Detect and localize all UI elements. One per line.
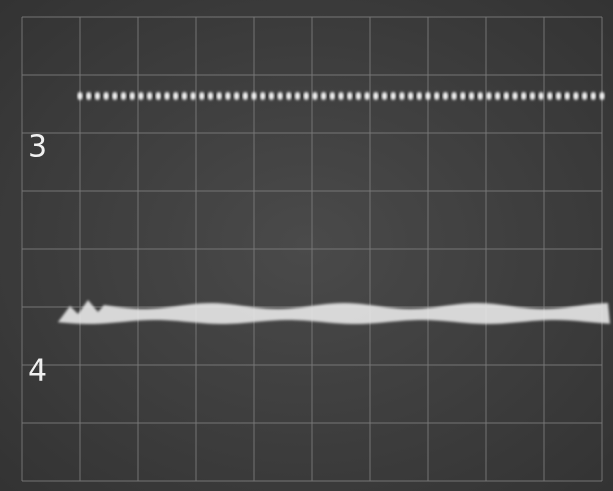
pulse-dot [521, 92, 526, 100]
pulse-dot [530, 92, 535, 100]
pulse-dot [425, 92, 430, 100]
pulse-dot [556, 92, 561, 100]
pulse-dot [547, 92, 552, 100]
pulse-dot [382, 92, 387, 100]
pulse-dot [478, 92, 483, 100]
pulse-dot [565, 92, 570, 100]
pulse-dot [408, 92, 413, 100]
pulse-dot [391, 92, 396, 100]
pulse-dot [599, 92, 604, 100]
pulse-dot [434, 92, 439, 100]
pulse-dot [286, 92, 291, 100]
pulse-dot [417, 92, 422, 100]
pulse-dot [199, 92, 204, 100]
pulse-dot [182, 92, 187, 100]
pulse-dot [95, 92, 100, 100]
pulse-dot [138, 92, 143, 100]
pulse-dot [512, 92, 517, 100]
pulse-dot [164, 92, 169, 100]
pulse-dot [312, 92, 317, 100]
pulse-dot [208, 92, 213, 100]
page: {"channels": [{"label": "3"}, {"label": … [0, 0, 613, 491]
pulse-dot [399, 92, 404, 100]
pulse-dot [130, 92, 135, 100]
pulse-dot [191, 92, 196, 100]
screen-background [0, 0, 613, 491]
pulse-dot [269, 92, 274, 100]
pulse-dot [443, 92, 448, 100]
pulse-dot [121, 92, 126, 100]
pulse-dot [452, 92, 457, 100]
pulse-dot [338, 92, 343, 100]
channel-label: 4 [28, 354, 47, 389]
pulse-dot [460, 92, 465, 100]
pulse-dot [86, 92, 91, 100]
pulse-dot [260, 92, 265, 100]
pulse-dot [356, 92, 361, 100]
pulse-dot [469, 92, 474, 100]
pulse-dot [156, 92, 161, 100]
pulse-dot [112, 92, 117, 100]
pulse-dot [225, 92, 230, 100]
pulse-dot [295, 92, 300, 100]
scope-screen: 3 4 [0, 0, 613, 491]
pulse-dot [278, 92, 283, 100]
pulse-dot [304, 92, 309, 100]
pulse-dot [373, 92, 378, 100]
pulse-dot [573, 92, 578, 100]
pulse-dot [234, 92, 239, 100]
pulse-dot [504, 92, 509, 100]
pulse-dot [173, 92, 178, 100]
channel-label: 3 [28, 130, 47, 165]
pulse-dot [591, 92, 596, 100]
pulse-dot [321, 92, 326, 100]
pulse-dot [77, 92, 82, 100]
pulse-dot [365, 92, 370, 100]
pulse-dot [147, 92, 152, 100]
pulse-dot [243, 92, 248, 100]
pulse-dot [495, 92, 500, 100]
pulse-dot [582, 92, 587, 100]
pulse-dot [486, 92, 491, 100]
trace-3-pulses [77, 92, 604, 100]
pulse-dot [217, 92, 222, 100]
pulse-dot [251, 92, 256, 100]
pulse-dot [330, 92, 335, 100]
pulse-dot [539, 92, 544, 100]
pulse-dot [104, 92, 109, 100]
pulse-dot [347, 92, 352, 100]
